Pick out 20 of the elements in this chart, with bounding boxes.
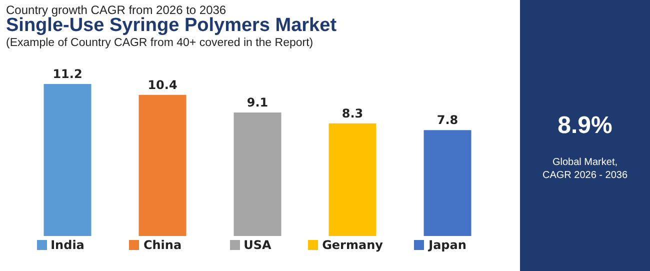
- x-tick-label: USA: [244, 238, 272, 252]
- x-tick-label: India: [50, 238, 84, 252]
- x-tick-label: China: [143, 238, 182, 252]
- x-tick-label: Germany: [322, 238, 384, 252]
- bar: [424, 130, 472, 236]
- bar: [328, 123, 376, 236]
- x-tick-label: Japan: [428, 238, 466, 252]
- chart-subtitle: (Example of Country CAGR from 40+ covered in the Report): [6, 37, 314, 49]
- text: Global Market, CAGR 2026 - 2036: [541, 156, 629, 182]
- data-label: 7.8: [436, 113, 458, 128]
- bar: [138, 94, 186, 236]
- text: 8.9%: [556, 112, 614, 140]
- bar: [234, 112, 282, 236]
- data-label: 11.2: [52, 67, 82, 81]
- data-label: 8.3: [342, 106, 364, 120]
- data-label: 9.1: [246, 96, 268, 110]
- data-label: 10.4: [148, 78, 178, 92]
- bar: [44, 84, 92, 236]
- chart-title: Single-Use Syringe Polymers Market: [6, 15, 337, 37]
- text: Country growth CAGR from 2026 to 2036: [6, 3, 226, 17]
